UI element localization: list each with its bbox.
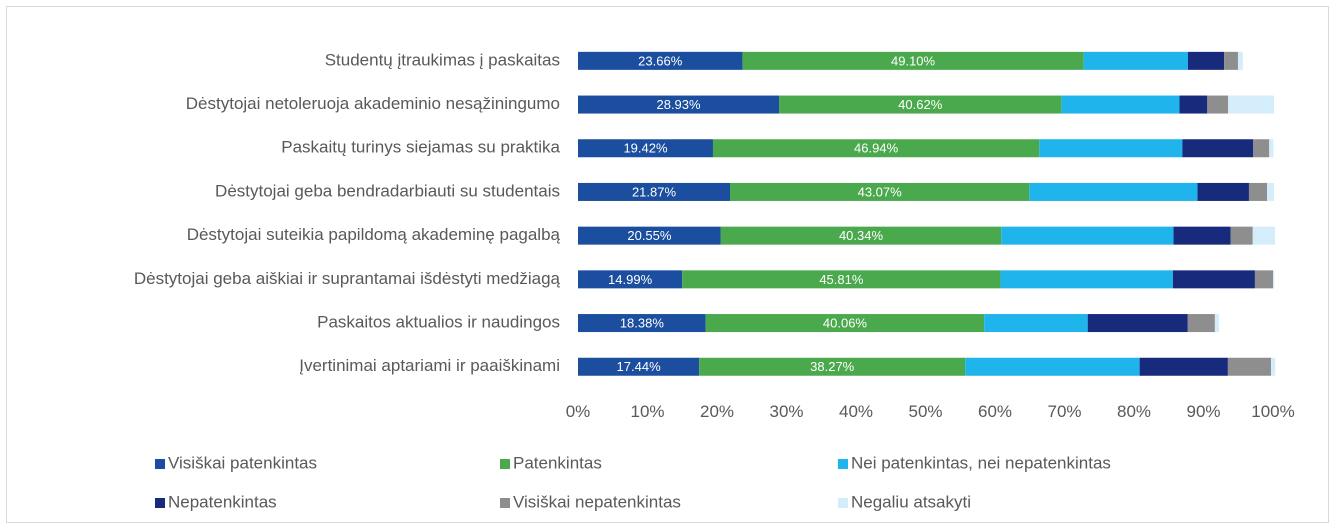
bar-segment: [965, 357, 1140, 376]
y-tick-label: Dėstytojai geba bendradarbiauti su stude…: [215, 181, 560, 200]
bar-segment: [1139, 357, 1228, 376]
bar-segment: [578, 182, 730, 201]
x-tick-label: 90%: [1186, 402, 1220, 421]
y-tick-label: Paskaitos aktualios ir naudingos: [317, 313, 560, 332]
legend-swatch: [500, 498, 510, 508]
data-label: 40.06%: [823, 315, 868, 330]
data-label: 40.62%: [898, 97, 943, 112]
data-label: 17.44%: [617, 359, 662, 374]
x-tick-label: 80%: [1117, 402, 1151, 421]
x-tick-label: 40%: [839, 402, 873, 421]
bar-segment: [1173, 226, 1231, 245]
data-label: 18.38%: [620, 315, 665, 330]
bar-segment: [682, 270, 1001, 289]
data-label: 43.07%: [858, 184, 903, 199]
x-tick-label: 0%: [566, 402, 591, 421]
bar-segment: [1230, 226, 1253, 245]
bar-segment: [1061, 95, 1180, 114]
bar-segment: [1253, 139, 1270, 158]
data-label: 49.10%: [891, 53, 936, 68]
y-tick-label: Dėstytojai netoleruoja akademinio nesąži…: [186, 94, 560, 113]
bar-segment: [578, 51, 743, 70]
bar-segment: [1000, 270, 1173, 289]
legend-swatch: [155, 498, 165, 508]
data-label: 46.94%: [854, 141, 899, 156]
legend-label: Patenkintas: [513, 453, 602, 472]
bar-segment: [1252, 226, 1276, 245]
bar-segment: [1270, 357, 1276, 376]
bar-segment: [779, 95, 1062, 114]
legend-label: Visiškai patenkintas: [168, 453, 317, 472]
legend-label: Nepatenkintas: [168, 492, 277, 511]
y-tick-label: Paskaitų turinys siejamas su praktika: [281, 138, 560, 157]
bar-segment: [1267, 182, 1274, 201]
chart-border: [6, 6, 1329, 523]
bar-segment: [1001, 226, 1174, 245]
bar-segment: [1187, 314, 1215, 333]
legend-swatch: [155, 459, 165, 469]
legend-swatch: [500, 459, 510, 469]
x-tick-label: 10%: [630, 402, 664, 421]
data-label: 21.87%: [632, 184, 677, 199]
data-label: 23.66%: [638, 53, 683, 68]
bar-segment: [578, 226, 721, 245]
bar-segment: [1254, 270, 1273, 289]
x-tick-label: 70%: [1047, 402, 1081, 421]
x-tick-label: 100%: [1251, 402, 1294, 421]
bar-segment: [1182, 139, 1254, 158]
x-tick-label: 60%: [978, 402, 1012, 421]
bar-segment: [578, 270, 683, 289]
data-label: 45.81%: [819, 272, 864, 287]
bar-segment: [699, 357, 966, 376]
bar-segment: [1224, 51, 1238, 70]
bar-segment: [578, 357, 700, 376]
bar-segment: [578, 314, 706, 333]
bar-segment: [1269, 139, 1274, 158]
bar-segment: [1087, 314, 1188, 333]
y-tick-label: Įvertinimai aptariami ir paaiškinami: [299, 356, 560, 375]
data-label: 14.99%: [608, 272, 653, 287]
bar-segment: [705, 314, 985, 333]
legend-label: Visiškai nepatenkintas: [513, 492, 681, 511]
x-tick-label: 50%: [908, 402, 942, 421]
bar-segment: [1187, 51, 1225, 70]
bar-segment: [1197, 182, 1249, 201]
data-label: 28.93%: [656, 97, 701, 112]
x-tick-label: 20%: [700, 402, 734, 421]
bar-segment: [712, 139, 1040, 158]
bar-segment: [1248, 182, 1268, 201]
data-label: 20.55%: [627, 228, 672, 243]
data-label: 40.34%: [839, 228, 884, 243]
bar-segment: [1172, 270, 1255, 289]
legend-swatch: [838, 498, 848, 508]
legend-label: Negaliu atsakyti: [851, 492, 971, 511]
bar-segment: [1029, 182, 1198, 201]
bar-segment: [720, 226, 1002, 245]
bar-segment: [984, 314, 1088, 333]
bar-segment: [1227, 357, 1271, 376]
legend-label: Nei patenkintas, nei nepatenkintas: [851, 453, 1111, 472]
bar-segment: [1214, 314, 1220, 333]
y-tick-label: Studentų įtraukimas į paskaitas: [325, 50, 560, 69]
bar-segment: [1179, 95, 1208, 114]
bar-segment: [1039, 139, 1183, 158]
x-tick-label: 30%: [769, 402, 803, 421]
bar-segment: [578, 95, 780, 114]
data-label: 38.27%: [810, 359, 855, 374]
data-label: 19.42%: [623, 141, 668, 156]
bar-segment: [1207, 95, 1229, 114]
bar-segment: [578, 139, 713, 158]
y-tick-label: Dėstytojai suteikia papildomą akademinę …: [187, 225, 561, 244]
bar-segment: [729, 182, 1030, 201]
bar-segment: [1237, 51, 1243, 70]
bar-segment: [742, 51, 1084, 70]
bar-segment: [1273, 270, 1275, 289]
bar-segment: [1083, 51, 1188, 70]
bar-segment: [1228, 95, 1275, 114]
y-tick-label: Dėstytojai geba aiškiai ir suprantamai i…: [134, 269, 561, 288]
legend-swatch: [838, 459, 848, 469]
